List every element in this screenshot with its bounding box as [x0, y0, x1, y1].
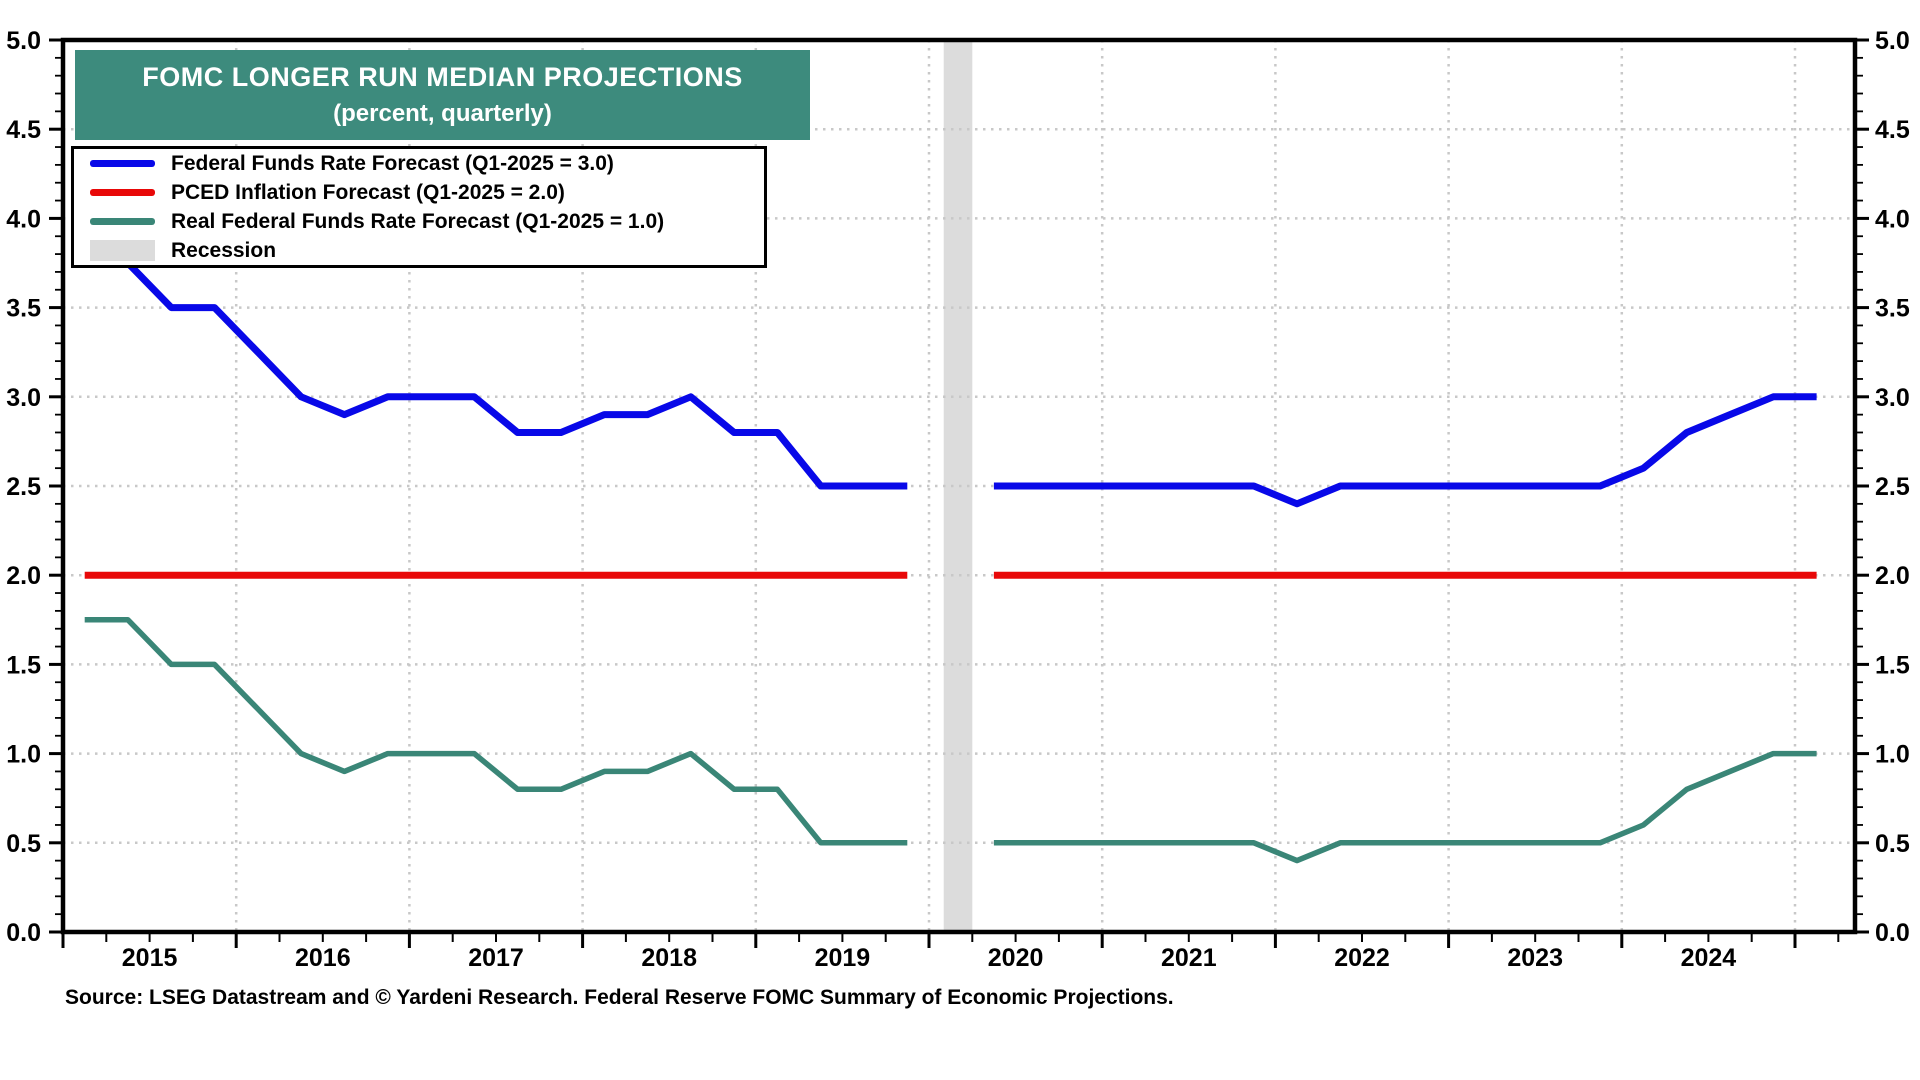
legend-line-swatch: [90, 189, 155, 196]
svg-text:2015: 2015: [122, 944, 178, 972]
svg-text:1.0: 1.0: [6, 741, 41, 769]
svg-text:2.5: 2.5: [1875, 473, 1910, 501]
svg-text:5.0: 5.0: [6, 27, 41, 55]
chart-title: FOMC LONGER RUN MEDIAN PROJECTIONS: [142, 62, 743, 92]
source-note: Source: LSEG Datastream and © Yardeni Re…: [65, 986, 1174, 1009]
svg-text:0.5: 0.5: [6, 830, 41, 858]
axis-ticks: [49, 38, 1869, 948]
svg-text:2.0: 2.0: [6, 562, 41, 590]
svg-text:3.0: 3.0: [6, 384, 41, 412]
legend-item-1: PCED Inflation Forecast (Q1-2025 = 2.0): [90, 178, 764, 207]
svg-text:2021: 2021: [1161, 944, 1217, 972]
legend-line-swatch: [90, 218, 155, 225]
chart-legend: Federal Funds Rate Forecast (Q1-2025 = 3…: [71, 146, 767, 268]
svg-text:0.5: 0.5: [1875, 830, 1910, 858]
svg-text:2019: 2019: [815, 944, 871, 972]
svg-text:2.0: 2.0: [1875, 562, 1910, 590]
legend-item-0: Federal Funds Rate Forecast (Q1-2025 = 3…: [90, 149, 764, 178]
svg-text:0.0: 0.0: [6, 919, 41, 947]
svg-text:2022: 2022: [1334, 944, 1390, 972]
svg-text:2017: 2017: [468, 944, 524, 972]
svg-text:5.0: 5.0: [1875, 27, 1910, 55]
series-federal-funds-rate: [84, 259, 1817, 508]
svg-text:1.5: 1.5: [6, 651, 41, 679]
svg-text:3.5: 3.5: [6, 295, 41, 323]
legend-item-2: Real Federal Funds Rate Forecast (Q1-202…: [90, 207, 764, 236]
legend-line-swatch: [90, 160, 155, 167]
svg-text:4.5: 4.5: [6, 116, 41, 144]
svg-text:4.5: 4.5: [1875, 116, 1910, 144]
legend-patch-swatch: [90, 240, 155, 261]
chart-subtitle: (percent, quarterly): [333, 100, 552, 127]
svg-text:2.5: 2.5: [6, 473, 41, 501]
series-real-federal-funds-rate: [84, 617, 1817, 864]
svg-text:0.0: 0.0: [1875, 919, 1910, 947]
legend-label: Recession: [171, 238, 277, 262]
gridlines: [63, 40, 1855, 932]
chart-title-box: FOMC LONGER RUN MEDIAN PROJECTIONS (perc…: [75, 50, 810, 140]
svg-text:2020: 2020: [988, 944, 1044, 972]
svg-text:1.5: 1.5: [1875, 651, 1910, 679]
plot-frame: [60, 37, 1858, 935]
svg-text:2023: 2023: [1507, 944, 1563, 972]
svg-text:4.0: 4.0: [1875, 205, 1910, 233]
svg-text:2018: 2018: [641, 944, 697, 972]
axis-labels: 0.0 0.0 0.5 0.5 1.0 1.0 1.5 1.5 2.0 2.0 2.5 2.5 3.0 3…: [6, 27, 1910, 972]
svg-text:3.0: 3.0: [1875, 384, 1910, 412]
svg-text:3.5: 3.5: [1875, 295, 1910, 323]
legend-label: Real Federal Funds Rate Forecast (Q1-202…: [171, 209, 665, 233]
svg-text:2016: 2016: [295, 944, 351, 972]
legend-label: PCED Inflation Forecast (Q1-2025 = 2.0): [171, 180, 565, 204]
svg-text:1.0: 1.0: [1875, 741, 1910, 769]
legend-item-3: Recession: [90, 236, 764, 265]
legend-label: Federal Funds Rate Forecast (Q1-2025 = 3…: [171, 151, 614, 175]
svg-text:4.0: 4.0: [6, 205, 41, 233]
svg-text:2024: 2024: [1681, 944, 1737, 972]
